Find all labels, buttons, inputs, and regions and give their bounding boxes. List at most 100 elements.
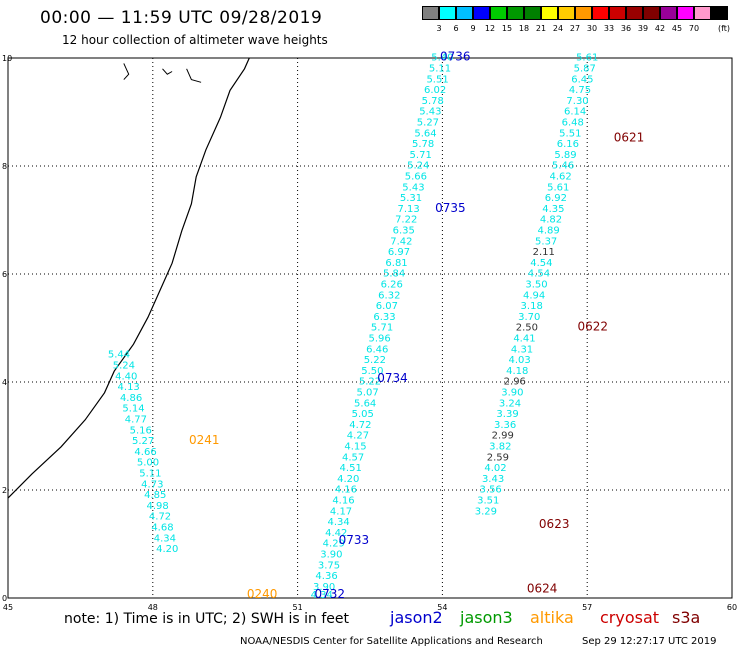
swh-value: 5.43 [419,107,441,118]
colorbar-label: 24 [552,24,564,33]
swh-value: 4.41 [513,334,535,345]
swh-value: 5.66 [405,172,427,183]
swh-value: 6.07 [376,301,398,312]
y-tick-label: 10 [2,54,12,63]
swh-value: 4.85 [144,490,166,501]
colorbar-label: 70 [688,24,700,33]
swh-value: 5.31 [400,193,422,204]
satellite-legend-item: cryosat [600,608,660,627]
swh-value: 5.07 [356,388,378,399]
swh-value: 6.81 [385,258,407,269]
swh-value: 6.02 [424,85,446,96]
swh-value: 5.87 [574,64,596,75]
swh-value: 4.98 [146,501,168,512]
swh-value: 4.13 [118,382,140,393]
coastline [7,57,250,499]
swh-value: 5.22 [364,355,386,366]
pass-id-label: 0734 [377,371,408,385]
colorbar-swatch [643,6,660,20]
swh-value: 6.48 [562,118,584,129]
swh-value: 5.11 [429,64,451,75]
colorbar-label: 21 [535,24,547,33]
swh-value: 3.90 [313,582,335,593]
x-tick-label: 51 [293,603,303,612]
colorbar-label: 15 [501,24,513,33]
colorbar-swatch [439,6,456,20]
swh-value: 4.66 [134,447,156,458]
colorbar-swatch [507,6,524,20]
swh-value: 4.20 [337,474,359,485]
colorbar-label: 18 [518,24,530,33]
swh-value: 7.22 [395,215,417,226]
swh-value: 5.78 [422,96,444,107]
swh-value: 6.26 [381,280,403,291]
swh-value: 3.39 [496,409,518,420]
swh-value: 5.89 [554,150,576,161]
credit-text: NOAA/NESDIS Center for Satellite Applica… [240,636,543,647]
swh-value: 5.16 [130,425,152,436]
swh-value: 5.11 [139,469,161,480]
colorbar-label: 6 [453,24,459,33]
colorbar-label: 39 [637,24,649,33]
note-text: note: 1) Time is in UTC; 2) SWH is in fe… [64,611,350,627]
swh-value: 6.45 [571,74,593,85]
swh-value: 4.34 [327,517,349,528]
swh-value: 6.14 [564,107,586,118]
colorbar-label: 12 [484,24,496,33]
pass-id-label: 0240 [247,587,278,601]
swh-value: 5.43 [402,182,424,193]
swh-value: 5.71 [410,150,432,161]
swh-value: 4.73 [141,479,163,490]
swh-value: 4.51 [340,463,362,474]
swh-value: 5.00 [137,458,159,469]
swh-value: 4.35 [542,204,564,215]
colorbar-label: 42 [654,24,666,33]
swh-value: 4.29 [323,539,345,550]
colorbar-label: 45 [671,24,683,33]
map-frame [7,57,733,599]
colorbar-swatch [626,6,643,20]
colorbar-swatch [558,6,575,20]
x-tick-label: 60 [727,603,737,612]
swh-value: 3.90 [320,550,342,561]
swh-value: 5.61 [547,182,569,193]
swh-value: 4.68 [151,523,173,534]
swh-value: 5.61 [576,53,598,64]
swh-value: 4.86 [120,393,142,404]
swh-value: 3.18 [521,301,543,312]
colorbar-swatch [524,6,541,20]
swh-value: 6.32 [378,290,400,301]
swh-value: 5.96 [369,334,391,345]
pass-id-label: 0735 [435,201,466,215]
y-tick-label: 2 [2,486,7,495]
swh-value: 5.64 [414,128,436,139]
swh-value: 4.94 [523,290,545,301]
island [162,68,173,75]
swh-value: 4.54 [528,269,550,280]
colorbar-swatch [711,6,728,20]
swh-value: 2.99 [492,431,514,442]
colorbar-swatch [490,6,507,20]
colorbar-swatch [473,6,490,20]
colorbar-swatch [677,6,694,20]
swh-value: 4.89 [537,226,559,237]
swh-value: 3.56 [480,485,502,496]
swh-value: 3.75 [318,560,340,571]
colorbar-swatch [456,6,473,20]
swh-value: 5.22 [359,377,381,388]
pass-id-label: 0622 [578,320,609,334]
colorbar-label: 3 [436,24,442,33]
y-tick-label: 0 [2,594,7,603]
swh-value: 4.18 [506,366,528,377]
swh-value: 3.51 [477,496,499,507]
swh-value: 5.14 [122,404,144,415]
x-tick-label: 57 [582,603,592,612]
swh-value: 4.16 [332,496,354,507]
pass-id-label: 0736 [440,50,471,64]
colorbar-swatch [422,6,439,20]
colorbar-label: 9 [470,24,476,33]
swh-value: 4.20 [156,544,178,555]
swh-value: 5.51 [559,128,581,139]
swh-value: 5.37 [535,236,557,247]
swh-value: 2.11 [533,247,555,258]
